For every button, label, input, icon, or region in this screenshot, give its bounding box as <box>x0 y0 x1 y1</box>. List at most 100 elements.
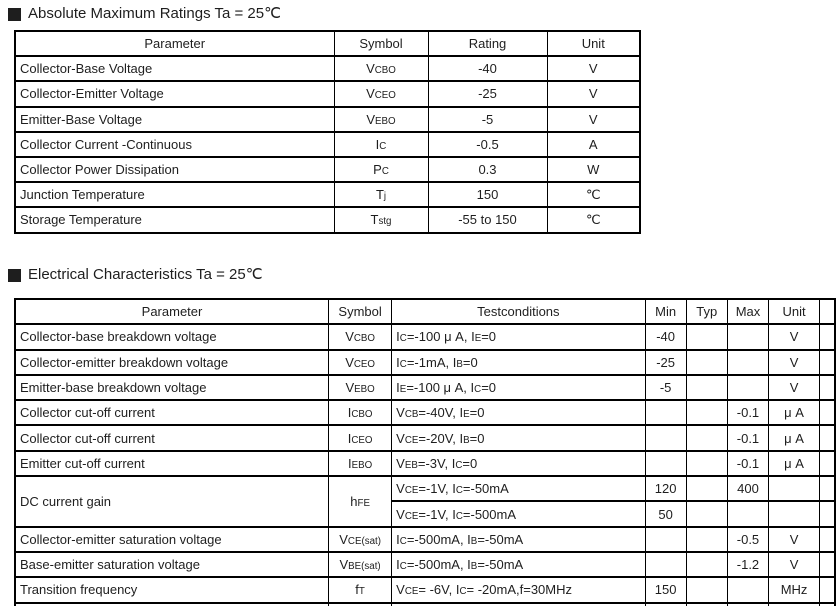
column-header-max: Max <box>726 297 770 326</box>
section-title-absolute-maximum-ratings: Absolute Maximum Ratings Ta = 25℃ <box>8 6 281 22</box>
clipped-cell-stub <box>818 373 836 402</box>
clipped-cell-stub <box>818 550 836 579</box>
rating-cell: -0.5 <box>427 130 548 158</box>
typ-cell <box>685 500 728 528</box>
parameter-cell: Collector-emitter breakdown voltage <box>14 348 330 376</box>
testconditions-cell: VCE=-1V, IC=-50mA <box>391 475 646 503</box>
symbol-cell: IEBO <box>328 449 393 478</box>
min-cell: 120 <box>644 475 687 503</box>
min-cell <box>644 449 687 478</box>
unit-cell: V <box>546 55 641 83</box>
unit-cell: V <box>546 105 641 133</box>
parameter-cell: DC current gain <box>14 475 330 528</box>
clipped-cell-stub <box>818 323 836 351</box>
typ-cell <box>685 475 728 503</box>
section-title-text: Electrical Characteristics Ta = 25℃ <box>28 266 263 283</box>
table-row: Collector-base breakdown voltage VCBO IC… <box>14 323 836 351</box>
max-cell: -0.1 <box>726 399 770 427</box>
parameter-cell: Base-emitter saturation voltage <box>14 550 330 579</box>
table-row: Transition frequency fT VCE= -6V, IC= -2… <box>14 576 836 604</box>
table-row: Junction Temperature Tj 150 ℃ <box>14 181 641 209</box>
typ-cell <box>685 323 728 351</box>
max-cell: -0.1 <box>726 424 770 452</box>
parameter-cell: Emitter cut-off current <box>14 449 330 478</box>
unit-cell: V <box>768 525 820 553</box>
table-row: Storage Temperature Tstg -55 to 150 ℃ <box>14 206 641 234</box>
column-header-typ: Typ <box>685 297 728 326</box>
testconditions-cell: VEB=-3V, IC=0 <box>391 449 646 478</box>
table-row: Emitter-Base Voltage VEBO -5 V <box>14 105 641 133</box>
table-row: Collector cut-off current ICEO VCE=-20V,… <box>14 424 836 452</box>
testconditions-cell: IE=-100 μ A, IC=0 <box>391 373 646 402</box>
typ-cell <box>685 424 728 452</box>
symbol-cell: ICEO <box>328 424 393 452</box>
symbol-cell: ICBO <box>328 399 393 427</box>
unit-cell: A <box>546 130 641 158</box>
min-cell: -5 <box>644 373 687 402</box>
parameter-cell: Transition frequency <box>14 576 330 604</box>
parameter-cell: Collector-emitter saturation voltage <box>14 525 330 553</box>
min-cell <box>644 550 687 579</box>
parameter-cell: Collector cut-off current <box>14 424 330 452</box>
column-header-unit: Unit <box>546 29 641 58</box>
parameter-cell: Collector-Base Voltage <box>14 55 335 83</box>
symbol-cell: Tj <box>333 181 429 209</box>
symbol-cell: PC <box>333 155 429 184</box>
rating-cell: -5 <box>427 105 548 133</box>
max-cell <box>726 576 770 604</box>
rating-cell: -40 <box>427 55 548 83</box>
column-header-parameter: Parameter <box>14 297 330 326</box>
header-row: Parameter Symbol Testconditions Min Typ … <box>14 297 836 326</box>
testconditions-cell: IC=-500mA, IB=-50mA <box>391 525 646 553</box>
electrical-characteristics-table: Parameter Symbol Testconditions Min Typ … <box>14 297 836 606</box>
testconditions-cell: IC=-1mA, IB=0 <box>391 348 646 376</box>
parameter-cell: Emitter-Base Voltage <box>14 105 335 133</box>
unit-cell <box>768 475 820 503</box>
typ-cell <box>685 550 728 579</box>
testconditions-cell: IC=-500mA, IB=-50mA <box>391 550 646 579</box>
testconditions-cell: IC=-100 μ A, IE=0 <box>391 323 646 351</box>
symbol-cell: VBE(sat) <box>328 550 393 579</box>
clipped-cell-stub <box>818 576 836 604</box>
max-cell: -0.5 <box>726 525 770 553</box>
parameter-cell: Storage Temperature <box>14 206 335 234</box>
max-cell: -1.2 <box>726 550 770 579</box>
symbol-cell: VCE(sat) <box>328 525 393 553</box>
parameter-cell: Collector-base breakdown voltage <box>14 323 330 351</box>
clipped-cell-stub <box>818 399 836 427</box>
unit-cell: V <box>768 348 820 376</box>
unit-cell: ℃ <box>546 206 641 234</box>
unit-cell: W <box>546 155 641 184</box>
clipped-cell-stub <box>818 348 836 376</box>
parameter-cell: Junction Temperature <box>14 181 335 209</box>
symbol-cell: VCBO <box>333 55 429 83</box>
symbol-cell: VEBO <box>333 105 429 133</box>
rating-cell: -55 to 150 <box>427 206 548 234</box>
unit-cell: μ A <box>768 399 820 427</box>
absolute-maximum-ratings-table: Parameter Symbol Rating Unit Collector-B… <box>14 29 641 234</box>
parameter-cell: Collector Power Dissipation <box>14 155 335 184</box>
table-row: Collector cut-off current ICBO VCB=-40V,… <box>14 399 836 427</box>
unit-cell: MHz <box>768 576 820 604</box>
max-cell <box>726 500 770 528</box>
typ-cell <box>685 348 728 376</box>
section-bullet-icon <box>8 268 21 282</box>
typ-cell <box>685 399 728 427</box>
testconditions-cell: VCE=-1V, IC=-500mA <box>391 500 646 528</box>
min-cell: -25 <box>644 348 687 376</box>
column-header-symbol: Symbol <box>333 29 429 58</box>
clipped-cell-stub <box>818 500 836 528</box>
column-header-min: Min <box>644 297 687 326</box>
column-header-parameter: Parameter <box>14 29 335 58</box>
unit-cell <box>768 500 820 528</box>
column-header-unit: Unit <box>768 297 820 326</box>
min-cell <box>644 525 687 553</box>
parameter-cell: Emitter-base breakdown voltage <box>14 373 330 402</box>
unit-cell: μ A <box>768 424 820 452</box>
unit-cell: ℃ <box>546 181 641 209</box>
typ-cell <box>685 576 728 604</box>
symbol-cell: fT <box>328 576 393 604</box>
symbol-cell: VCBO <box>328 323 393 351</box>
testconditions-cell: VCB=-40V, IE=0 <box>391 399 646 427</box>
clipped-cell-stub <box>818 424 836 452</box>
